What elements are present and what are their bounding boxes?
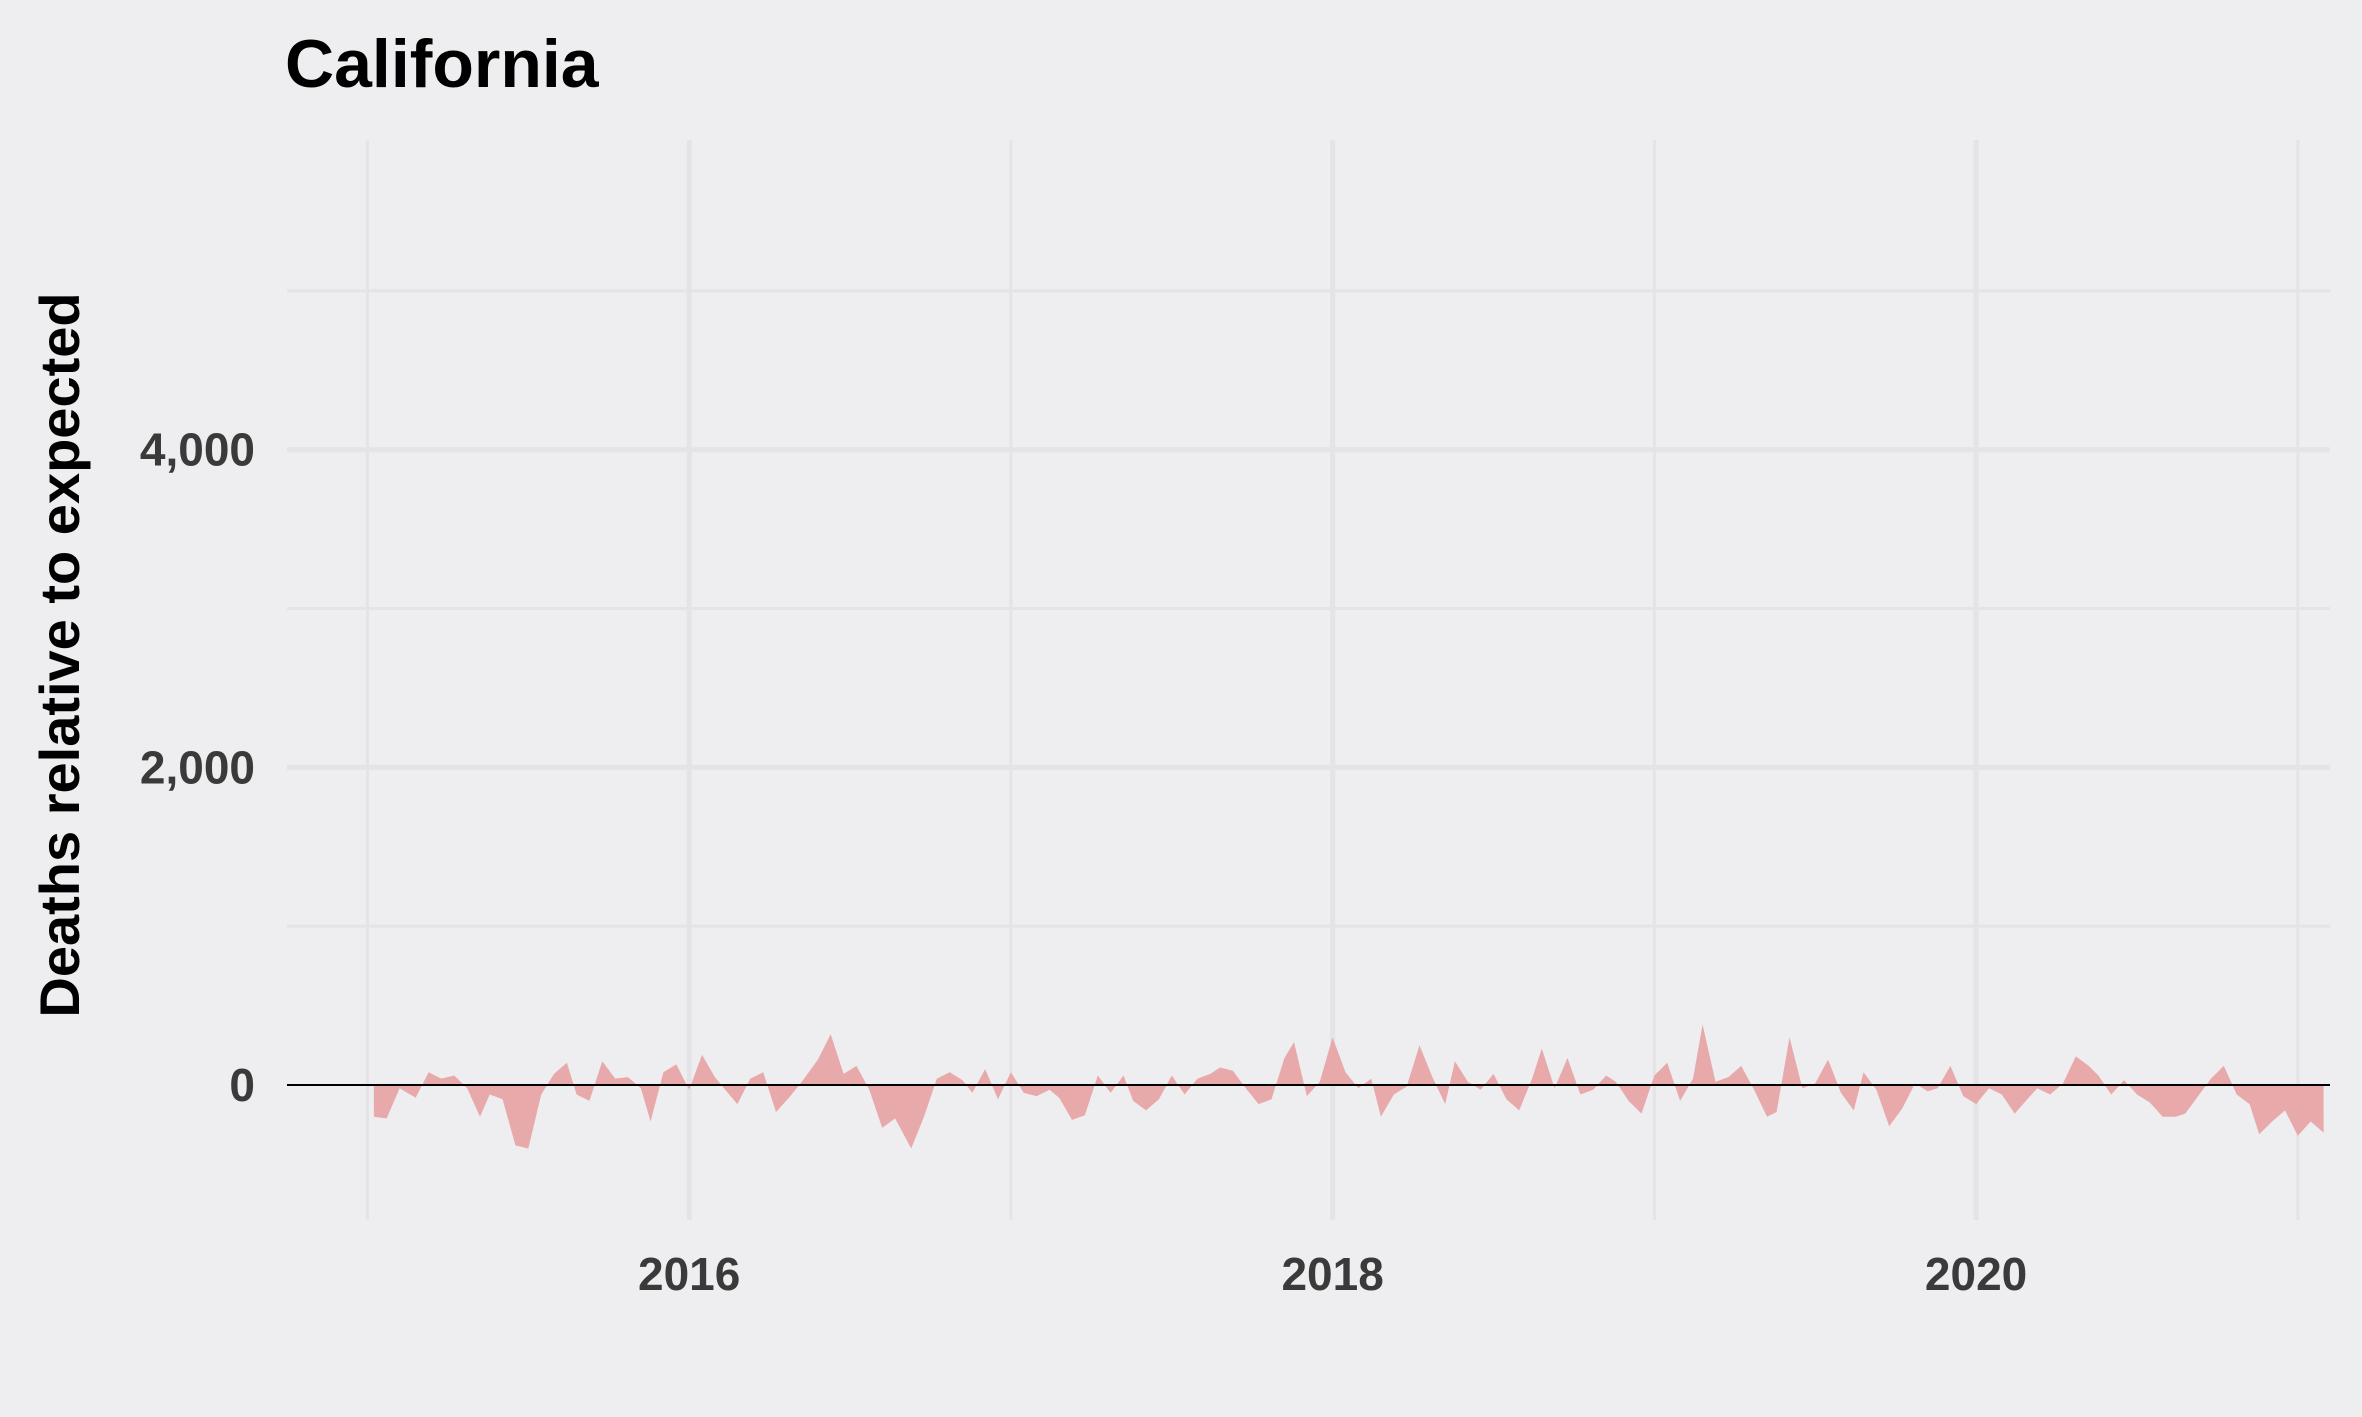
y-tick-label: 4,000 (140, 424, 255, 476)
x-tick-label: 2018 (1281, 1248, 1383, 1300)
excess-deaths-area (373, 1024, 2324, 1149)
y-tick-label: 0 (229, 1059, 255, 1111)
x-tick-label: 2020 (1925, 1248, 2027, 1300)
x-axis-ticks: 2016 2018 2020 (638, 1248, 2027, 1300)
chart-title: California (285, 26, 600, 102)
y-axis-label: Deaths relative to expected (28, 292, 91, 1017)
grid-lines (287, 140, 2330, 1220)
series-marks (287, 1024, 2330, 1149)
y-axis-ticks: 0 2,000 4,000 (140, 424, 255, 1111)
x-tick-label: 2016 (638, 1248, 740, 1300)
y-tick-label: 2,000 (140, 741, 255, 793)
